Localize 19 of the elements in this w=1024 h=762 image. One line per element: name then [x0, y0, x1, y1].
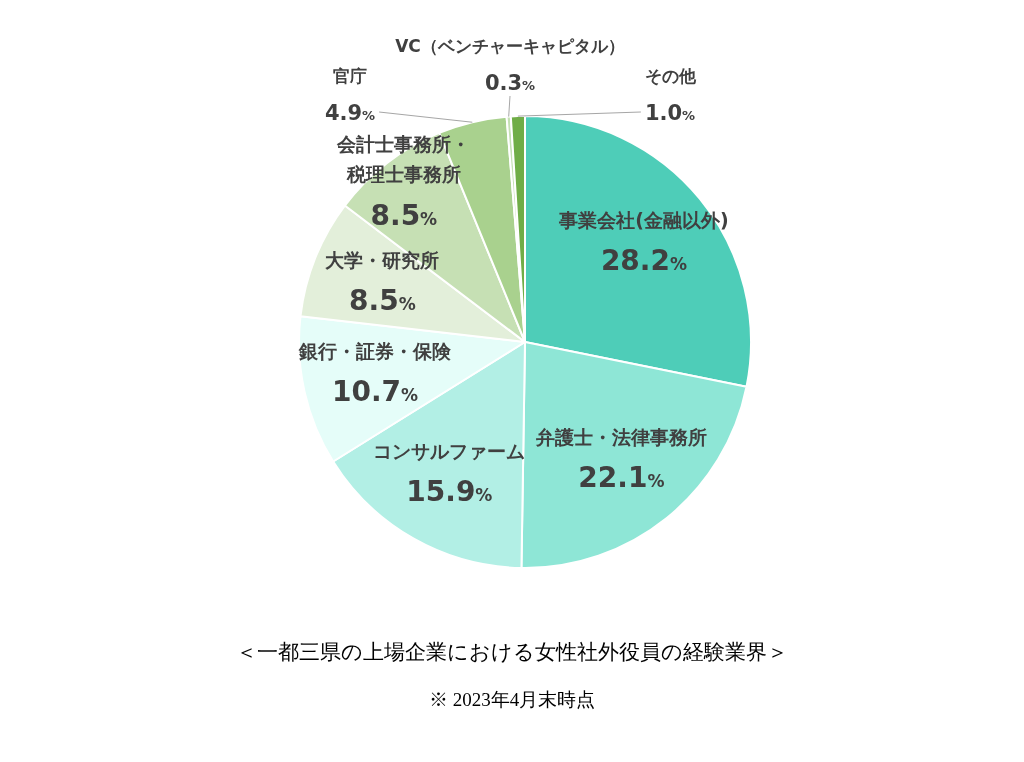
slice-label: コンサルファーム — [373, 439, 526, 462]
slice-label: 弁護士・法律事務所 — [534, 425, 707, 448]
slice-label: 官庁 — [333, 66, 367, 87]
data-label: 0.3% — [484, 71, 536, 95]
slice-label: 大学・研究所 — [325, 248, 440, 271]
text: ※ 2023年4月末時点 — [428, 688, 596, 712]
data-label: 8.5% — [349, 283, 416, 317]
data-label: 1.0% — [644, 101, 696, 125]
data-label: 10.7% — [332, 374, 419, 408]
data-label: 4.9% — [324, 101, 376, 125]
slice-label: その他 — [644, 66, 697, 87]
slice-label: 会計士事務所・税理士事務所 — [336, 133, 471, 186]
data-label: 22.1% — [578, 460, 665, 494]
slice-label: VC（ベンチャーキャピタル） — [395, 36, 625, 57]
data-label: 8.5% — [370, 198, 438, 232]
slice-label: 銀行・証券・保険 — [298, 339, 453, 362]
data-label: 15.9% — [406, 474, 493, 508]
text: ＜一都三県の上場企業における女性社外役員の経験業界＞ — [235, 639, 789, 666]
data-label: 28.2% — [600, 243, 688, 277]
